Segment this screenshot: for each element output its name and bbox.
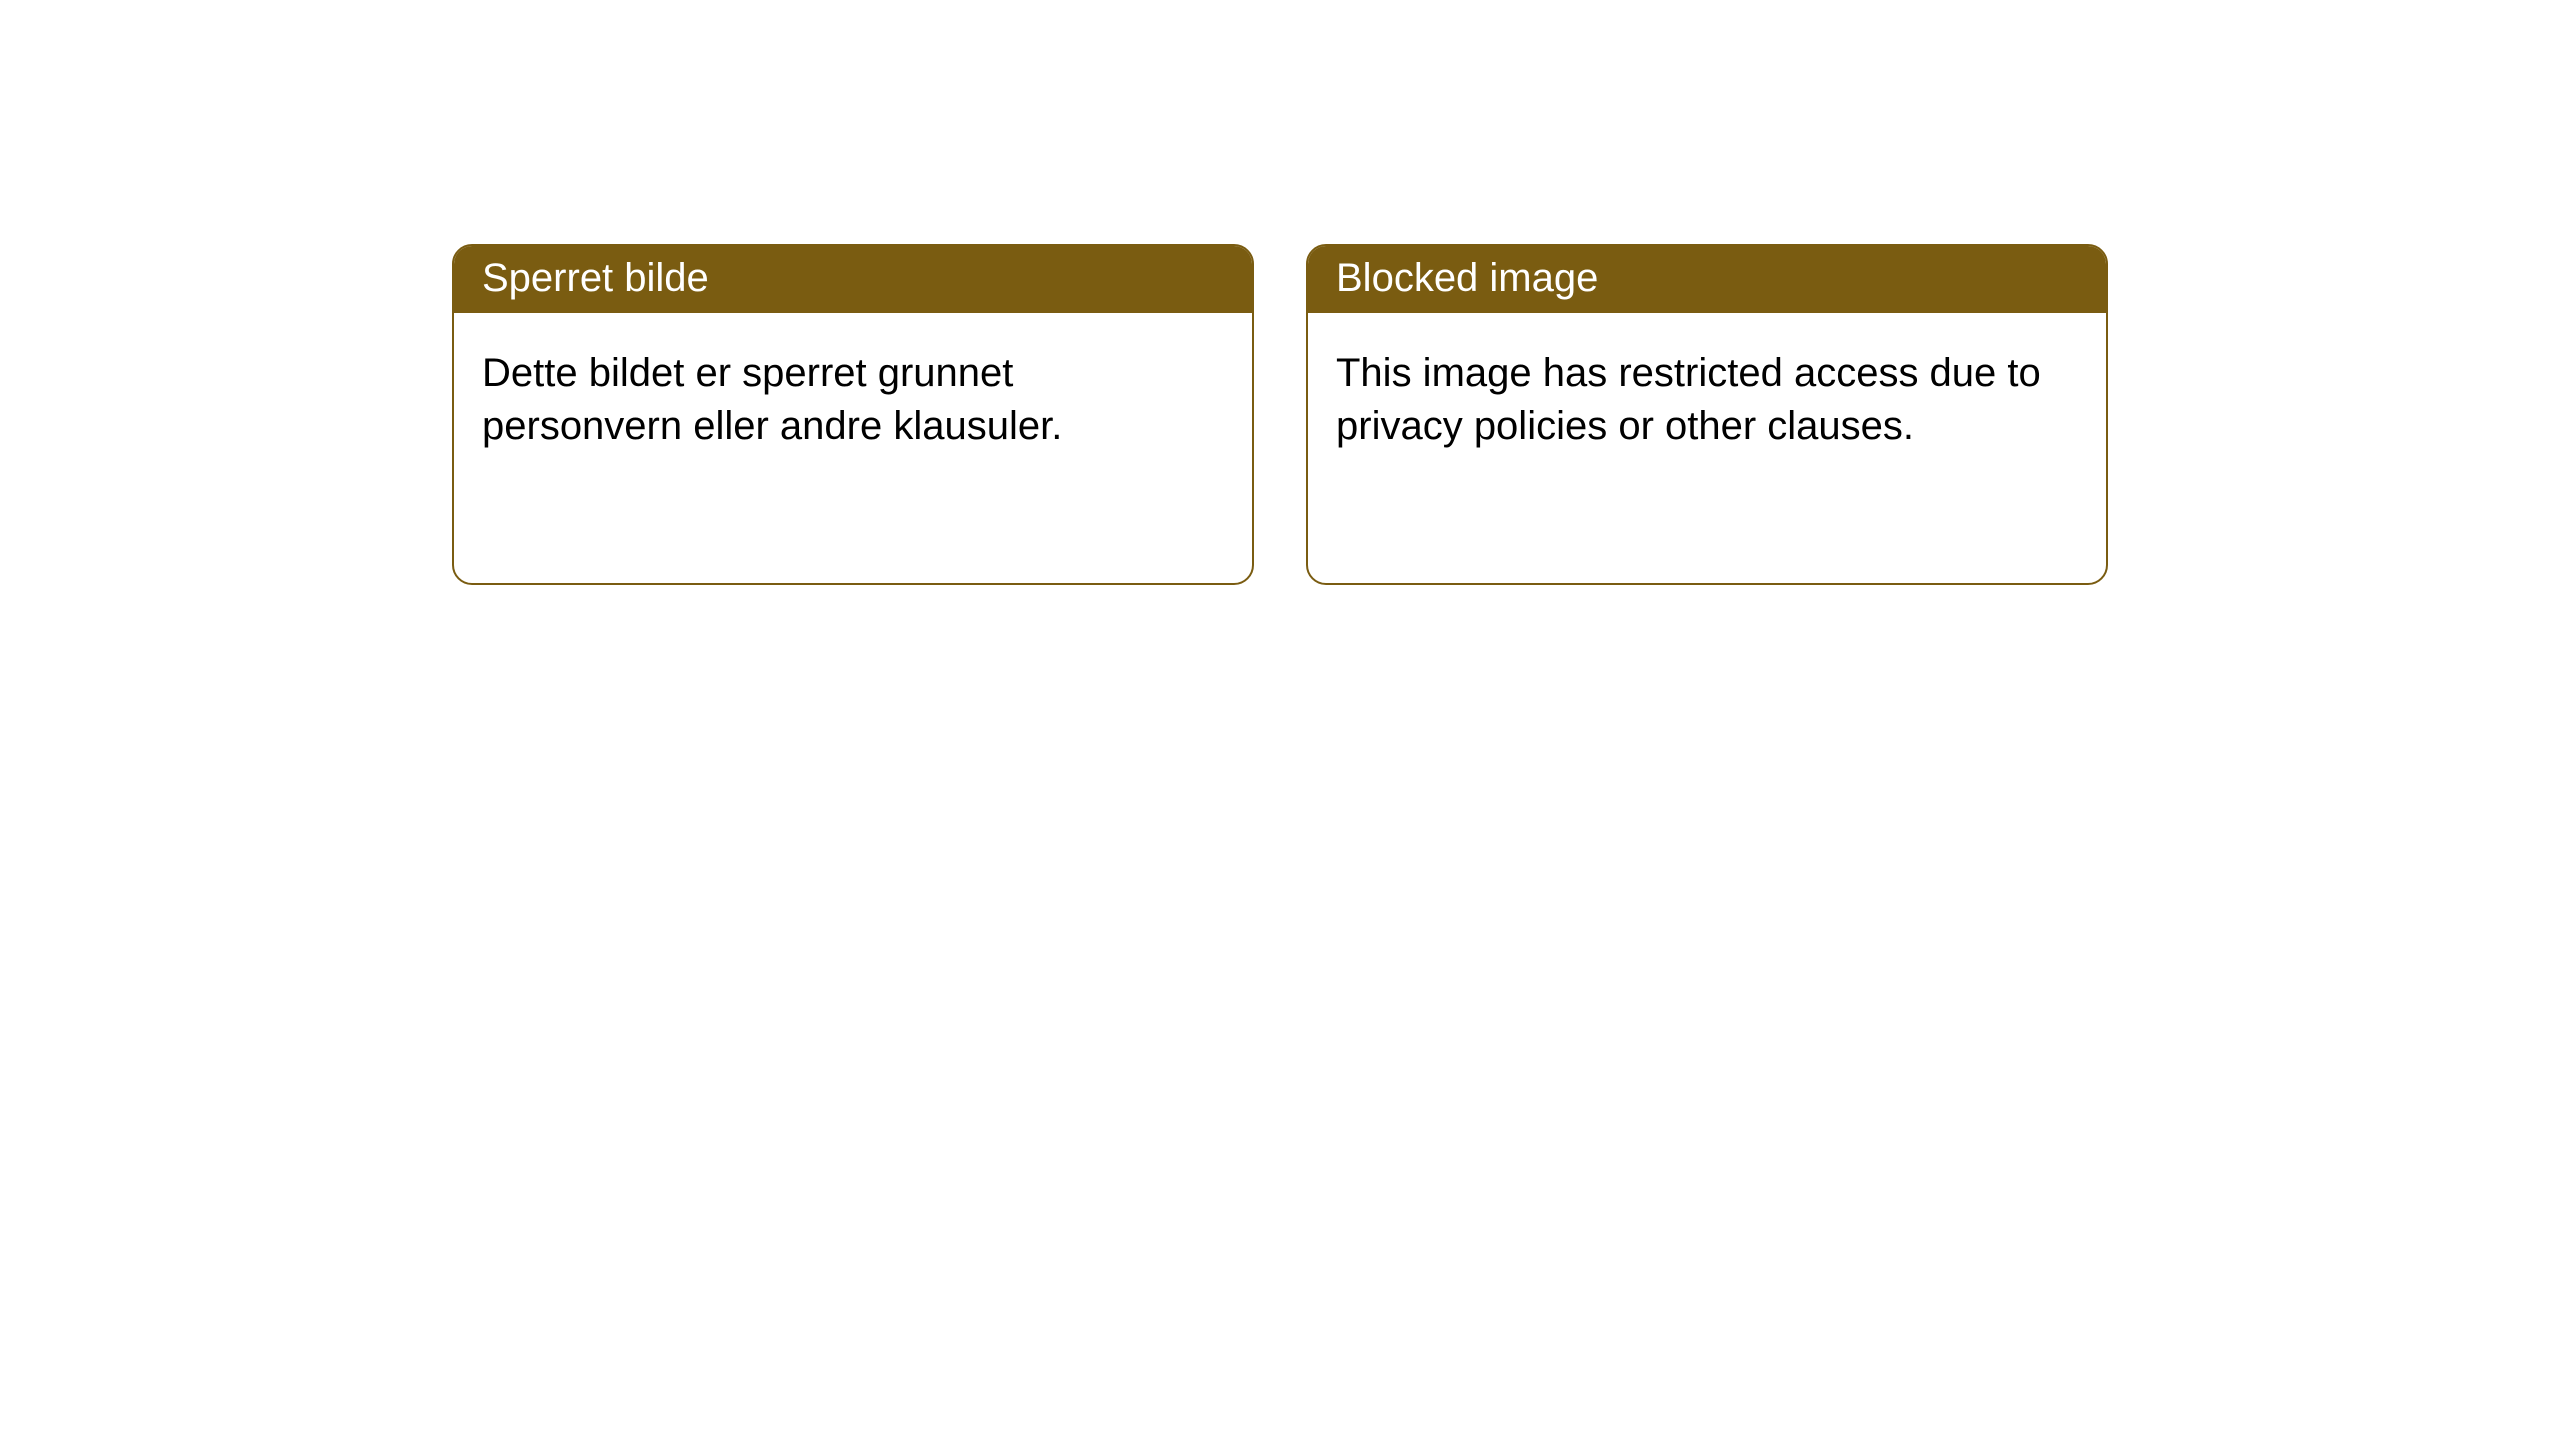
- blocked-image-card-no: Sperret bilde Dette bildet er sperret gr…: [452, 244, 1254, 585]
- card-title-en: Blocked image: [1308, 246, 2106, 313]
- notice-card-group: Sperret bilde Dette bildet er sperret gr…: [0, 0, 2560, 585]
- blocked-image-card-en: Blocked image This image has restricted …: [1306, 244, 2108, 585]
- card-body-no: Dette bildet er sperret grunnet personve…: [454, 313, 1252, 583]
- card-body-en: This image has restricted access due to …: [1308, 313, 2106, 583]
- card-title-no: Sperret bilde: [454, 246, 1252, 313]
